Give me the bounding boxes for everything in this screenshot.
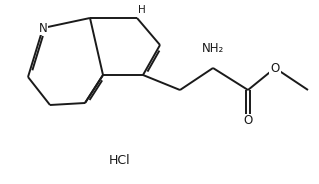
Text: H: H	[138, 5, 146, 15]
Text: N: N	[39, 22, 48, 35]
Text: HCl: HCl	[109, 153, 131, 167]
Text: O: O	[271, 61, 280, 75]
Text: NH₂: NH₂	[202, 42, 224, 54]
Text: O: O	[243, 114, 253, 128]
